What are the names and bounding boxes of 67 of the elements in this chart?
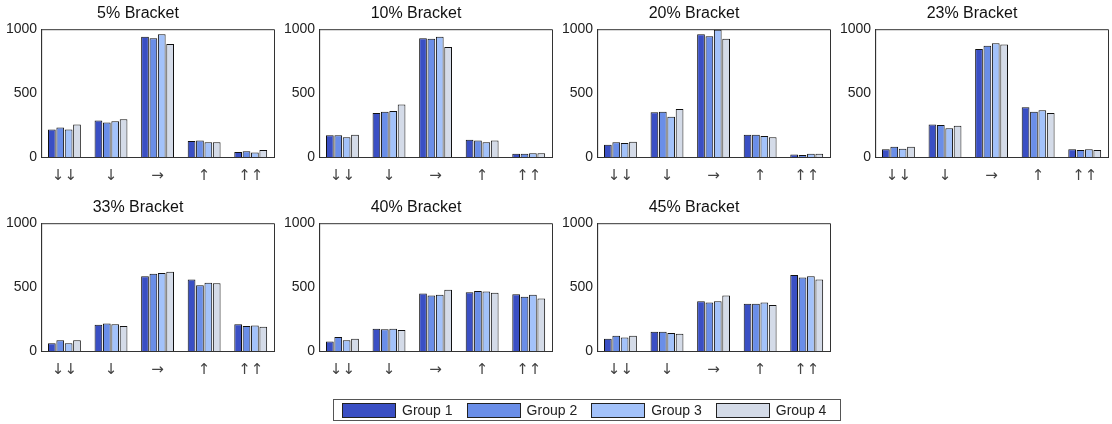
y-tick-label: 1000 bbox=[283, 214, 316, 231]
x-tick-label: ↑ bbox=[475, 359, 489, 378]
x-tick-label: ↓ bbox=[382, 359, 396, 378]
x-tick-label: → bbox=[429, 359, 442, 378]
x-tick-label: → bbox=[985, 165, 998, 184]
x-tick-label: ↓↓ bbox=[607, 359, 633, 378]
y-tick-label: 1000 bbox=[561, 214, 594, 231]
y-tick-label: 500 bbox=[847, 83, 872, 100]
x-tick-label: ↑↑ bbox=[238, 165, 264, 184]
x-tick-label: ↑ bbox=[753, 165, 767, 184]
x-tick-label: ↓↓ bbox=[607, 165, 633, 184]
y-tick-label: 1000 bbox=[5, 214, 38, 231]
y-tick-label: 1000 bbox=[561, 20, 594, 37]
chart-title: 10% Bracket bbox=[370, 4, 462, 22]
chart-title: 33% Bracket bbox=[92, 198, 184, 216]
y-tick-label: 500 bbox=[13, 277, 38, 294]
y-tick-label: 1000 bbox=[839, 20, 872, 37]
x-tick-label: ↑ bbox=[197, 359, 211, 378]
x-tick-label: ↓ bbox=[382, 165, 396, 184]
chart-title: 20% Bracket bbox=[648, 4, 740, 22]
x-tick-label: ↑↑ bbox=[794, 165, 820, 184]
y-tick-label: 1000 bbox=[5, 20, 38, 37]
y-tick-label: 0 bbox=[863, 147, 872, 164]
x-tick-label: ↑↑ bbox=[794, 359, 820, 378]
chart-title: 23% Bracket bbox=[926, 4, 1018, 22]
x-tick-label: → bbox=[707, 359, 720, 378]
x-tick-label: ↓↓ bbox=[51, 359, 77, 378]
x-tick-label: ↑↑ bbox=[516, 165, 542, 184]
y-tick-label: 500 bbox=[569, 277, 594, 294]
legend-label: Group 3 bbox=[651, 402, 702, 418]
y-tick-label: 0 bbox=[307, 341, 316, 358]
y-tick-label: 1000 bbox=[283, 20, 316, 37]
legend-label: Group 4 bbox=[775, 402, 827, 418]
x-tick-label: → bbox=[151, 359, 164, 378]
chart-title: 5% Bracket bbox=[97, 4, 180, 22]
y-tick-label: 500 bbox=[291, 83, 316, 100]
chart-title: 45% Bracket bbox=[648, 198, 740, 216]
x-tick-label: ↑ bbox=[475, 165, 489, 184]
legend-label: Group 2 bbox=[526, 402, 578, 418]
chart-title: 40% Bracket bbox=[370, 198, 462, 216]
x-tick-label: ↓ bbox=[660, 165, 674, 184]
x-tick-label: ↓ bbox=[104, 359, 118, 378]
x-tick-label: ↑ bbox=[197, 165, 211, 184]
x-tick-label: ↑↑ bbox=[1072, 165, 1098, 184]
x-tick-label: ↑ bbox=[753, 359, 767, 378]
y-tick-label: 0 bbox=[29, 147, 38, 164]
y-tick-label: 0 bbox=[29, 341, 38, 358]
x-tick-label: ↑↑ bbox=[238, 359, 264, 378]
x-tick-label: ↑↑ bbox=[516, 359, 542, 378]
x-tick-label: ↓↓ bbox=[329, 359, 355, 378]
x-tick-label: ↓ bbox=[660, 359, 674, 378]
x-tick-label: ↓ bbox=[104, 165, 118, 184]
x-tick-label: ↓↓ bbox=[329, 165, 355, 184]
x-tick-label: → bbox=[151, 165, 164, 184]
x-tick-label: ↓↓ bbox=[51, 165, 77, 184]
y-tick-label: 0 bbox=[585, 341, 594, 358]
x-tick-label: → bbox=[707, 165, 720, 184]
x-tick-label: ↓↓ bbox=[885, 165, 911, 184]
y-tick-label: 0 bbox=[307, 147, 316, 164]
x-tick-label: ↓ bbox=[938, 165, 952, 184]
y-tick-label: 500 bbox=[13, 83, 38, 100]
x-tick-label: ↑ bbox=[1031, 165, 1045, 184]
y-tick-label: 500 bbox=[569, 83, 594, 100]
x-tick-label: → bbox=[429, 165, 442, 184]
legend-label: Group 1 bbox=[402, 402, 453, 418]
y-tick-label: 0 bbox=[585, 147, 594, 164]
y-tick-label: 500 bbox=[291, 277, 316, 294]
